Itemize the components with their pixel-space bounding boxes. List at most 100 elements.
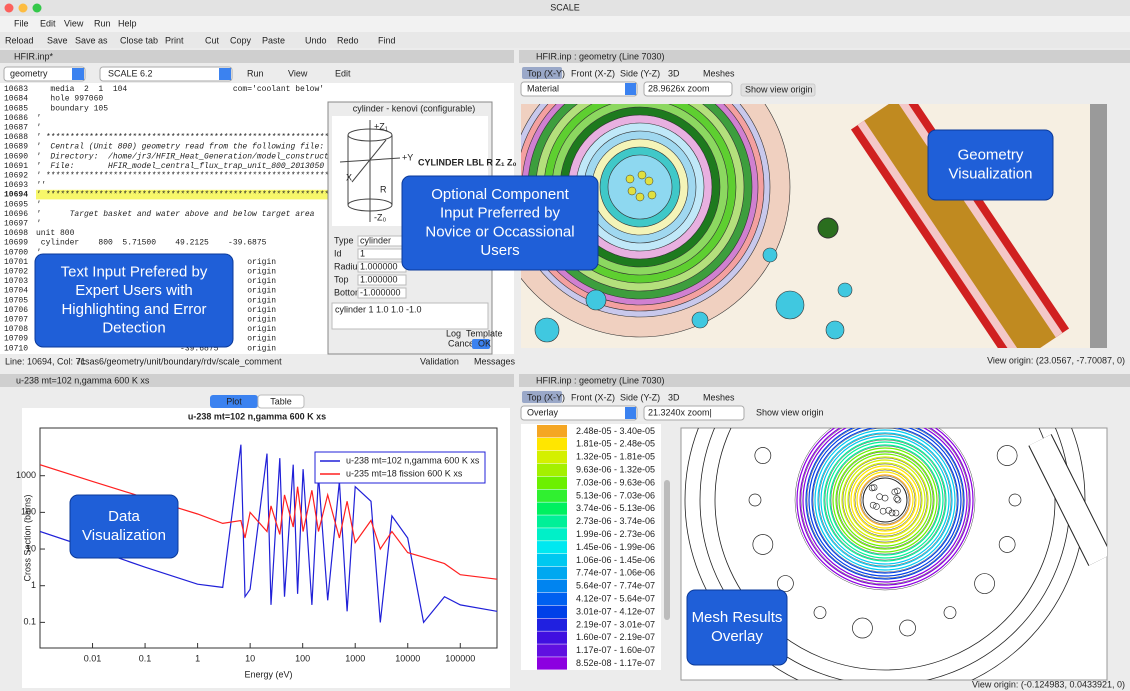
hole bbox=[754, 447, 772, 464]
code-line: ' Target basket and water above and belo… bbox=[36, 210, 315, 219]
code-line: cylinder 800 5.71500 49.2125 -39.6875 bbox=[36, 239, 267, 248]
line-highlight bbox=[36, 189, 514, 200]
tab-label[interactable]: HFIR.inp : geometry (Line 7030) bbox=[536, 51, 665, 61]
editor-menu[interactable]: Edit bbox=[335, 68, 351, 78]
menu-item[interactable]: View bbox=[64, 18, 84, 28]
legend-range: 1.32e-05 - 1.81e-05 bbox=[576, 452, 655, 462]
zoom-field[interactable]: 28.9626x zoom bbox=[648, 83, 710, 93]
line-number: 10697 bbox=[4, 220, 28, 229]
y-tick-label: 100 bbox=[21, 507, 36, 517]
toolbar-button[interactable]: Close tab bbox=[120, 35, 158, 45]
select-box bbox=[99, 66, 233, 82]
line-number: 10707 bbox=[4, 316, 28, 325]
toolbar-button[interactable]: Redo bbox=[337, 35, 359, 45]
hole bbox=[998, 536, 1016, 553]
tab-label[interactable]: HFIR.inp : geometry (Line 7030) bbox=[536, 375, 665, 385]
view-tab[interactable]: Front (X-Z) bbox=[571, 68, 615, 78]
x-tick-label: 100 bbox=[295, 653, 310, 663]
view-tab[interactable]: 3D bbox=[668, 68, 680, 78]
editor-menu[interactable]: View bbox=[288, 68, 308, 78]
menu-item[interactable]: Help bbox=[118, 18, 137, 28]
view-tab[interactable]: Meshes bbox=[703, 68, 735, 78]
selector[interactable]: geometry bbox=[10, 68, 48, 78]
menu-item[interactable]: Edit bbox=[40, 18, 56, 28]
dialog-button[interactable]: Log bbox=[446, 328, 461, 338]
rod bbox=[625, 174, 635, 184]
mesh-ring bbox=[853, 468, 917, 532]
dialog-button[interactable]: Template bbox=[466, 328, 503, 338]
plot-tab[interactable]: Plot bbox=[226, 396, 242, 406]
outline bbox=[848, 463, 922, 537]
x-tick-label: 100000 bbox=[445, 653, 475, 663]
version-select[interactable]: SCALE 6.2 bbox=[108, 68, 153, 78]
hole bbox=[813, 606, 827, 619]
status-button[interactable]: Validation bbox=[420, 356, 459, 366]
minimize-button[interactable] bbox=[18, 3, 28, 13]
select-arrow bbox=[72, 68, 84, 80]
field-value[interactable]: 1 bbox=[360, 248, 365, 258]
view-tab[interactable]: Meshes bbox=[703, 392, 735, 402]
close-button[interactable] bbox=[4, 3, 14, 13]
mesh-ring bbox=[856, 471, 914, 529]
origin-button[interactable]: Show view origin bbox=[745, 84, 813, 94]
hole bbox=[534, 317, 560, 343]
status-bar bbox=[0, 354, 514, 370]
legend-label: u-235 mt=18 fission 600 K xs bbox=[346, 468, 463, 478]
select-box bbox=[520, 405, 638, 421]
menu-item[interactable]: Run bbox=[94, 18, 111, 28]
toolbar-button[interactable]: Copy bbox=[230, 35, 252, 45]
view-tab[interactable]: 3D bbox=[668, 392, 680, 402]
line-number: 10691 bbox=[4, 162, 28, 171]
dialog-button[interactable]: Cancel bbox=[448, 338, 476, 348]
menu-item[interactable]: File bbox=[14, 18, 29, 28]
editor-menu[interactable]: Run bbox=[247, 68, 264, 78]
toolbar-button[interactable]: Undo bbox=[305, 35, 327, 45]
code-line: unit 800 bbox=[36, 229, 75, 238]
select-arrow bbox=[625, 83, 636, 95]
y-axis-label: Cross Section (barns) bbox=[22, 494, 32, 581]
title-bar bbox=[0, 0, 1130, 16]
line-number: 10706 bbox=[4, 306, 28, 315]
toolbar-button[interactable]: Save as bbox=[75, 35, 108, 45]
toolbar-button[interactable]: Paste bbox=[262, 35, 285, 45]
view-tab[interactable]: Side (Y-Z) bbox=[620, 392, 660, 402]
mesh-ring bbox=[844, 459, 926, 541]
mode-select[interactable]: Overlay bbox=[527, 407, 559, 417]
status-button[interactable]: Messages bbox=[474, 356, 516, 366]
legend-swatch bbox=[537, 657, 567, 670]
mode-select[interactable]: Material bbox=[527, 83, 559, 93]
code-line: ' bbox=[36, 220, 41, 229]
legend-range: 1.06e-06 - 1.45e-06 bbox=[576, 555, 655, 565]
line-number: 10708 bbox=[4, 325, 28, 334]
tab-label[interactable]: HFIR.inp* bbox=[14, 51, 54, 61]
mesh-picture bbox=[684, 428, 1107, 680]
geometry-edge bbox=[1090, 104, 1107, 348]
view-tab[interactable]: Top (X-Y) bbox=[527, 392, 565, 402]
field-value[interactable]: -1.000000 bbox=[360, 287, 401, 297]
plot-tab[interactable]: Table bbox=[270, 396, 292, 406]
line-number: 10703 bbox=[4, 277, 28, 286]
zoom-button[interactable] bbox=[32, 3, 42, 13]
zoom-field[interactable]: 21.3240x zoom| bbox=[648, 407, 712, 417]
view-tab[interactable]: Front (X-Z) bbox=[571, 392, 615, 402]
line-number: 10684 bbox=[4, 95, 28, 104]
field-value[interactable]: cylinder bbox=[360, 235, 391, 245]
toolbar-button[interactable]: Find bbox=[378, 35, 396, 45]
origin-button[interactable]: Show view origin bbox=[756, 407, 824, 417]
outline bbox=[854, 469, 916, 531]
rod bbox=[647, 190, 657, 200]
callout-text: Data bbox=[108, 508, 140, 525]
toolbar-button[interactable]: Print bbox=[165, 35, 184, 45]
field-value[interactable]: 1.000000 bbox=[360, 261, 398, 271]
mesh-ring bbox=[838, 453, 932, 547]
tab-label[interactable]: u-238 mt=102 n,gamma 600 K xs bbox=[16, 375, 150, 385]
toolbar-button[interactable]: Cut bbox=[205, 35, 220, 45]
toolbar-button[interactable]: Reload bbox=[5, 35, 34, 45]
view-tab[interactable]: Side (Y-Z) bbox=[620, 68, 660, 78]
view-tab[interactable]: Top (X-Y) bbox=[527, 68, 565, 78]
y-tick-label: 0.1 bbox=[23, 617, 36, 627]
dialog-button[interactable]: OK bbox=[478, 338, 491, 348]
hole bbox=[752, 534, 774, 555]
toolbar-button[interactable]: Save bbox=[47, 35, 68, 45]
field-value[interactable]: 1.000000 bbox=[360, 274, 398, 284]
